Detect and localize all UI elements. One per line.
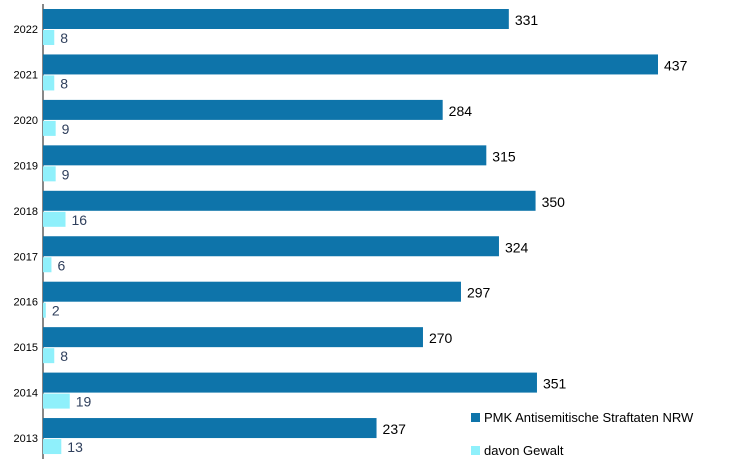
y-tick-label: 2017 (14, 251, 38, 263)
bar-sub-2022 (43, 30, 55, 45)
bar-group-2018: 2018 350 16 (14, 190, 566, 228)
bar-main-2022 (43, 9, 509, 29)
data-label-sub: 9 (62, 166, 70, 182)
y-tick-label: 2021 (14, 69, 38, 81)
y-tick-label: 2019 (14, 160, 38, 172)
legend-swatch (471, 413, 480, 422)
data-label-main: 297 (467, 285, 491, 301)
bar-main-2021 (43, 54, 658, 75)
data-label-main: 324 (505, 239, 529, 255)
data-label-sub: 2 (52, 303, 60, 319)
data-label-main: 350 (542, 194, 566, 210)
bar-group-2015: 2015 270 8 (14, 327, 453, 364)
y-tick-label: 2014 (14, 388, 38, 400)
data-label-sub: 8 (60, 30, 68, 46)
data-label-sub: 9 (62, 121, 70, 137)
bar-sub-2018 (43, 211, 66, 227)
y-tick-label: 2020 (14, 115, 38, 127)
bar-group-2017: 2017 324 6 (14, 236, 529, 273)
bars: 2022 331 8 2021 437 8 2020 284 9 2019 315 9 2018 350 1… (14, 9, 688, 455)
bar-main-2020 (43, 99, 443, 120)
data-label-sub: 6 (57, 257, 65, 273)
legend-item-0: PMK Antisemitische Straftaten NRW (471, 410, 694, 425)
bar-group-2021: 2021 437 8 (14, 54, 688, 91)
data-label-sub: 19 (76, 394, 92, 410)
bar-sub-2021 (43, 75, 55, 91)
legend-item-1: davon Gewalt (471, 443, 564, 458)
bar-group-2013: 2013 237 13 (14, 418, 407, 455)
bar-sub-2017 (43, 257, 52, 273)
y-tick-label: 2013 (14, 433, 38, 445)
y-tick-label: 2018 (14, 206, 38, 218)
data-label-main: 284 (449, 103, 473, 119)
bar-main-2016 (43, 281, 461, 302)
bar-sub-2019 (43, 166, 56, 182)
legend-swatch (471, 446, 480, 455)
bar-group-2019: 2019 315 9 (14, 145, 516, 182)
bar-main-2019 (43, 145, 487, 166)
data-label-sub: 13 (67, 439, 83, 455)
data-label-main: 437 (664, 57, 688, 73)
data-label-main: 315 (492, 148, 516, 164)
bar-group-2022: 2022 331 8 (14, 9, 539, 46)
legend: PMK Antisemitische Straftaten NRW davon G… (471, 410, 694, 458)
bar-main-2018 (43, 190, 536, 211)
bar-group-2020: 2020 284 9 (14, 99, 473, 137)
y-tick-label: 2016 (14, 297, 38, 309)
data-label-main: 351 (543, 376, 567, 392)
data-label-sub: 8 (60, 75, 68, 91)
data-label-main: 331 (515, 12, 539, 28)
y-tick-label: 2022 (14, 24, 38, 36)
bar-sub-2020 (43, 120, 56, 136)
bar-main-2015 (43, 327, 423, 348)
data-label-sub: 8 (60, 348, 68, 364)
bar-sub-2014 (43, 393, 70, 409)
bar-sub-2016 (43, 302, 46, 318)
bar-sub-2015 (43, 348, 55, 364)
legend-label: davon Gewalt (484, 443, 564, 458)
legend-label: PMK Antisemitische Straftaten NRW (484, 410, 694, 425)
bar-group-2014: 2014 351 19 (14, 372, 567, 410)
bar-sub-2013 (43, 439, 62, 455)
bar-main-2013 (43, 418, 377, 439)
data-label-main: 237 (383, 421, 407, 437)
data-label-main: 270 (429, 330, 453, 346)
bar-main-2017 (43, 236, 499, 257)
y-tick-label: 2015 (14, 342, 38, 354)
bar-main-2014 (43, 372, 537, 393)
bar-group-2016: 2016 297 2 (14, 281, 491, 319)
data-label-sub: 16 (72, 212, 88, 228)
